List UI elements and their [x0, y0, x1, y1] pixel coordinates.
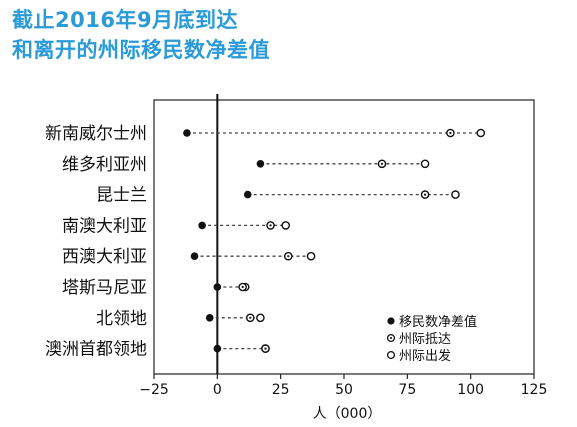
point-net	[198, 221, 206, 230]
point-departures	[281, 221, 291, 230]
legend-marker-net	[387, 317, 395, 325]
point-arrivals-center	[423, 193, 427, 196]
x-tick-label: 125	[521, 382, 548, 398]
legend-marker-arrivals-center	[390, 337, 392, 339]
point-net	[213, 283, 222, 291]
chart-title-line-1: 截止2016年9月底到达	[12, 8, 239, 32]
category-label: 塔斯马尼亚	[62, 278, 147, 298]
x-tick-label: −25	[139, 382, 169, 398]
point-arrivals-center	[269, 224, 272, 227]
legend-marker-departures	[386, 350, 396, 360]
chart-title-line-2: 和离开的州际移民数净差值	[12, 38, 270, 62]
x-tick-label: 100	[457, 382, 484, 398]
point-net	[190, 252, 199, 260]
point-net	[205, 314, 214, 322]
point-departures	[306, 251, 316, 261]
point-departures	[451, 190, 460, 199]
point-arrivals-center	[380, 162, 384, 165]
x-tick-label: 50	[335, 382, 353, 398]
x-tick-label: 75	[398, 382, 416, 398]
point-arrivals-center	[449, 131, 452, 135]
point-net	[256, 160, 265, 168]
point-departures	[420, 159, 430, 169]
point-departures	[256, 313, 265, 323]
point-departures	[476, 128, 486, 138]
plot-frame	[153, 99, 535, 375]
category-label: 南澳大利亚	[62, 216, 147, 236]
point-net	[213, 344, 222, 353]
point-net	[243, 190, 252, 199]
legend-label: 移民数净差值	[399, 314, 477, 330]
category-label: 昆士兰	[96, 186, 147, 206]
x-tick-label: 25	[272, 382, 290, 398]
category-label: 西澳大利亚	[62, 247, 147, 267]
legend-label: 州际出发	[399, 348, 451, 364]
legend-label: 州际抵达	[399, 332, 451, 347]
category-label: 北领地	[96, 309, 147, 329]
x-tick-label: 0	[213, 382, 222, 398]
category-label: 新南威尔士州	[45, 124, 147, 144]
point-arrivals-center	[249, 316, 252, 319]
category-label: 维多利亚州	[62, 155, 147, 175]
category-label: 澳洲首都领地	[45, 340, 147, 360]
point-net	[183, 129, 191, 137]
point-arrivals-center	[241, 285, 244, 289]
point-arrivals-center	[287, 255, 290, 258]
point-arrivals-center	[264, 347, 267, 350]
x-axis-label: 人（000）	[313, 406, 382, 422]
